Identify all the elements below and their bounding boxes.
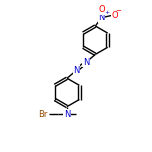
Text: −: − bbox=[115, 8, 121, 14]
Text: N: N bbox=[73, 66, 80, 75]
Text: N: N bbox=[98, 13, 105, 22]
Text: O: O bbox=[98, 5, 105, 14]
Text: N: N bbox=[64, 110, 70, 119]
Text: O: O bbox=[112, 11, 118, 20]
Text: N: N bbox=[83, 58, 89, 67]
Text: Br: Br bbox=[38, 110, 48, 119]
Text: +: + bbox=[104, 10, 109, 15]
